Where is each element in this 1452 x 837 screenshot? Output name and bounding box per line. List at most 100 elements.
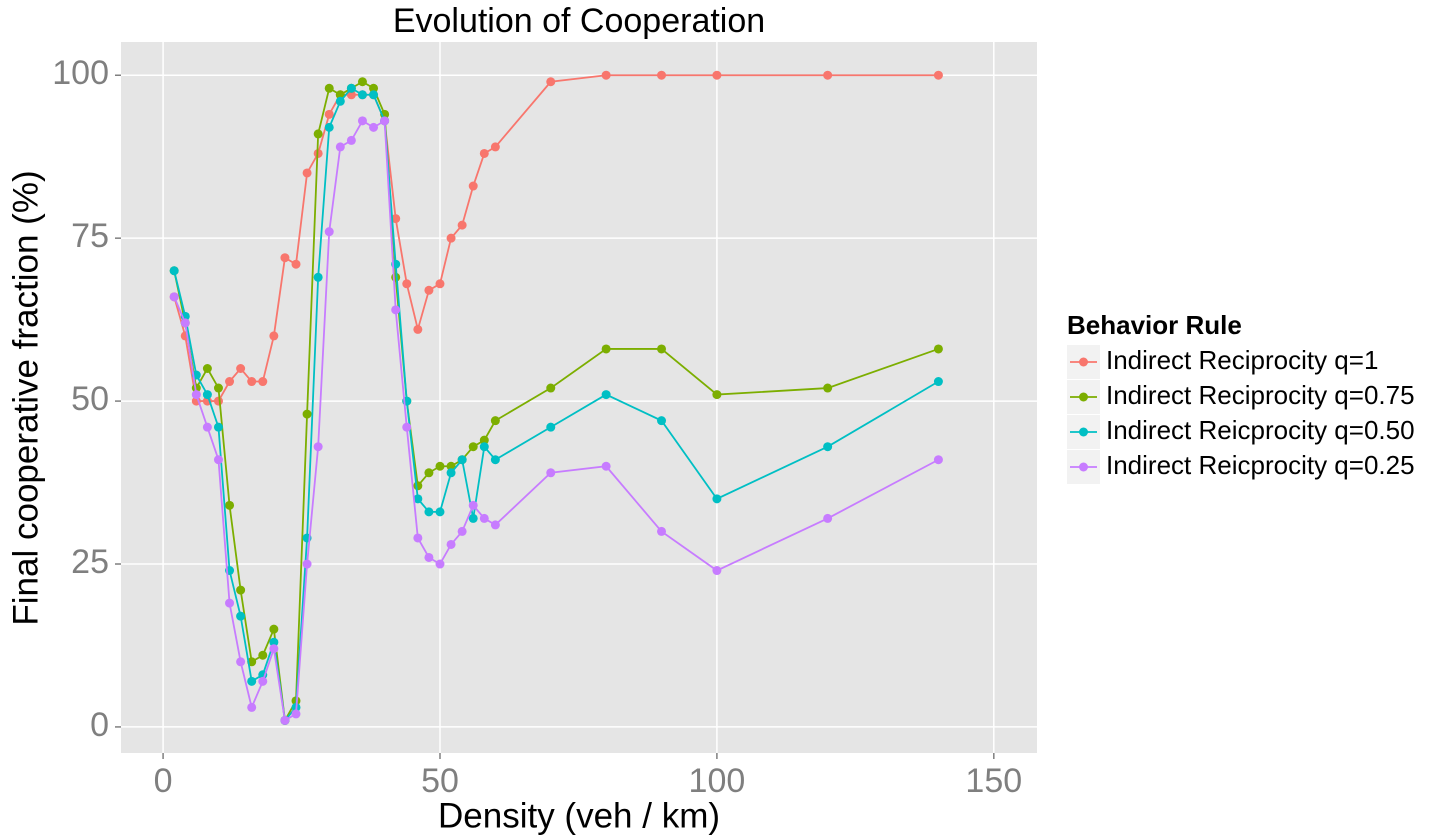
- data-point: [324, 227, 334, 237]
- series-line: [173, 119, 939, 722]
- data-point: [479, 435, 489, 445]
- data-point: [346, 135, 356, 145]
- data-point: [933, 344, 943, 354]
- data-point: [247, 377, 257, 387]
- legend-label: Indirect Reicprocity q=0.50: [1106, 415, 1415, 445]
- data-point: [313, 442, 323, 452]
- x-tick-label: 50: [421, 762, 459, 800]
- data-point: [601, 344, 611, 354]
- data-point: [213, 422, 223, 432]
- data-point: [380, 116, 390, 126]
- data-point: [457, 455, 467, 465]
- data-point: [546, 383, 556, 393]
- data-point: [424, 285, 434, 295]
- data-point: [712, 494, 722, 504]
- data-point: [457, 220, 467, 230]
- data-point: [313, 129, 323, 139]
- data-point: [601, 70, 611, 80]
- legend-label: Indirect Reciprocity q=1: [1106, 345, 1378, 375]
- y-axis-label: Final cooperative fraction (%): [6, 170, 45, 625]
- data-point: [424, 507, 434, 517]
- data-point: [468, 442, 478, 452]
- data-point: [446, 233, 456, 243]
- plot-background: [121, 42, 1037, 753]
- legend-title: Behavior Rule: [1067, 310, 1242, 340]
- chart-title: Evolution of Cooperation: [393, 2, 765, 40]
- data-point: [357, 116, 367, 126]
- data-point: [269, 644, 279, 654]
- data-point: [446, 461, 456, 471]
- data-point: [369, 122, 379, 132]
- data-point: [357, 90, 367, 100]
- data-point: [413, 481, 423, 491]
- data-point: [346, 83, 356, 93]
- y-tick-label: 25: [71, 543, 109, 581]
- data-point: [413, 533, 423, 543]
- data-point: [302, 168, 312, 178]
- data-point: [424, 552, 434, 562]
- data-point: [435, 279, 445, 289]
- y-tick-label: 0: [90, 706, 109, 744]
- data-point: [468, 513, 478, 523]
- data-point: [324, 122, 334, 132]
- data-point: [236, 611, 246, 621]
- data-point: [490, 455, 500, 465]
- data-point: [280, 253, 290, 263]
- data-point: [435, 559, 445, 569]
- data-point: [424, 468, 434, 478]
- data-point: [435, 461, 445, 471]
- y-tick-label: 75: [71, 217, 109, 255]
- data-point: [291, 709, 301, 719]
- data-point: [823, 383, 833, 393]
- x-axis-label: Density (veh / km): [438, 796, 720, 835]
- data-point: [247, 702, 257, 712]
- data-point: [490, 416, 500, 426]
- data-point: [933, 455, 943, 465]
- data-point: [601, 390, 611, 400]
- data-point: [324, 83, 334, 93]
- data-point: [712, 70, 722, 80]
- data-point: [213, 383, 223, 393]
- data-point: [213, 455, 223, 465]
- data-point: [346, 90, 356, 100]
- data-point: [280, 715, 290, 725]
- data-point: [657, 416, 667, 426]
- data-point: [546, 422, 556, 432]
- data-point: [236, 363, 246, 373]
- data-point: [202, 422, 212, 432]
- data-point: [601, 461, 611, 471]
- legend-point: [1079, 392, 1088, 402]
- data-point: [169, 292, 179, 302]
- data-point: [313, 272, 323, 282]
- data-point: [479, 148, 489, 158]
- y-tick-label: 100: [52, 54, 109, 92]
- legend-point: [1079, 462, 1088, 472]
- data-point: [446, 539, 456, 549]
- data-point: [712, 390, 722, 400]
- data-point: [258, 377, 268, 387]
- data-point: [435, 507, 445, 517]
- data-point: [479, 513, 489, 523]
- x-tick-label: 100: [689, 762, 746, 800]
- data-point: [413, 324, 423, 334]
- data-point: [291, 259, 301, 269]
- data-point: [933, 70, 943, 80]
- data-point: [490, 142, 500, 152]
- data-point: [269, 624, 279, 634]
- data-point: [324, 109, 334, 119]
- series-line: [173, 87, 939, 723]
- x-tick-label: 150: [965, 762, 1022, 800]
- data-point: [369, 90, 379, 100]
- data-point: [357, 77, 367, 87]
- data-point: [302, 559, 312, 569]
- data-point: [269, 637, 279, 647]
- data-point: [269, 331, 279, 341]
- data-point: [202, 363, 212, 373]
- data-point: [657, 526, 667, 536]
- legend-point: [1079, 357, 1088, 367]
- data-point: [457, 526, 467, 536]
- data-point: [468, 500, 478, 510]
- data-point: [490, 520, 500, 530]
